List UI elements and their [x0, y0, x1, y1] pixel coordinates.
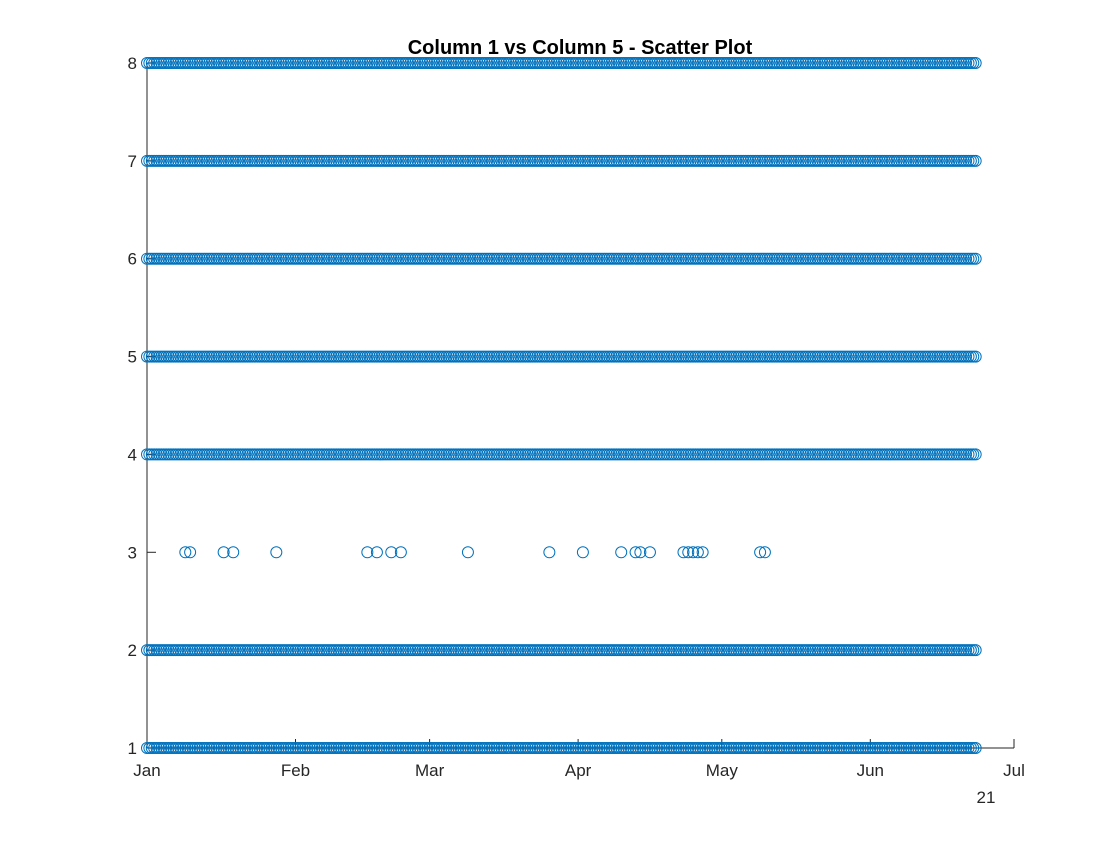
data-point: [687, 546, 700, 559]
data-point: [969, 742, 982, 754]
x-tick-label: Mar: [415, 761, 445, 780]
data-point: [758, 546, 771, 559]
series-level-1: [141, 742, 982, 754]
y-tick-label: 3: [128, 543, 137, 562]
x-tick-label: Jun: [857, 761, 884, 780]
x-tick-label: Jul: [1003, 761, 1025, 780]
data-point: [969, 350, 982, 363]
data-point: [754, 546, 767, 559]
y-tick-label: 6: [128, 250, 137, 269]
chart-title: Column 1 vs Column 5 - Scatter Plot: [408, 37, 753, 59]
data-point: [385, 546, 398, 559]
data-point: [184, 546, 197, 559]
data-point: [361, 546, 374, 559]
x-tick-label: Apr: [565, 761, 592, 780]
data-point: [696, 546, 709, 559]
data-point: [179, 546, 192, 559]
y-tick-label: 7: [128, 152, 137, 171]
series-level-6: [141, 252, 982, 265]
data-point: [643, 546, 656, 559]
series-level-8: [141, 57, 982, 69]
data-point: [227, 546, 240, 559]
y-tick-label: 4: [128, 445, 137, 464]
y-tick-label: 8: [128, 54, 137, 73]
data-point: [682, 546, 695, 559]
series-level-4: [141, 448, 982, 461]
series-level-5: [141, 350, 982, 363]
data-point: [394, 546, 407, 559]
x-axis-year-label: 21: [977, 788, 996, 807]
data-point: [543, 546, 556, 559]
data-point: [461, 546, 474, 559]
data-points: [141, 57, 982, 754]
y-tick-label: 1: [128, 739, 137, 758]
data-point: [691, 546, 704, 559]
data-point: [629, 546, 642, 559]
y-tick-label: 2: [128, 641, 137, 660]
data-point: [969, 252, 982, 265]
series-level-7: [141, 154, 982, 167]
data-point: [677, 546, 690, 559]
data-point: [370, 546, 383, 559]
data-point: [969, 644, 982, 657]
data-point: [217, 546, 230, 559]
x-tick-label: May: [706, 761, 739, 780]
series-level-2: [141, 644, 982, 657]
series-level-3: [179, 546, 771, 559]
data-point: [969, 154, 982, 167]
tick-labels: 1 2 3 4 5 6 7 8 Jan Feb Mar Apr May Jun Jul 21: [128, 54, 1025, 807]
data-point: [634, 546, 647, 559]
data-point: [615, 546, 628, 559]
data-point: [576, 546, 589, 559]
data-point: [270, 546, 283, 559]
data-point: [969, 448, 982, 461]
data-point: [969, 57, 982, 69]
x-tick-label: Feb: [281, 761, 310, 780]
y-tick-label: 5: [128, 348, 137, 367]
x-tick-label: Jan: [133, 761, 160, 780]
